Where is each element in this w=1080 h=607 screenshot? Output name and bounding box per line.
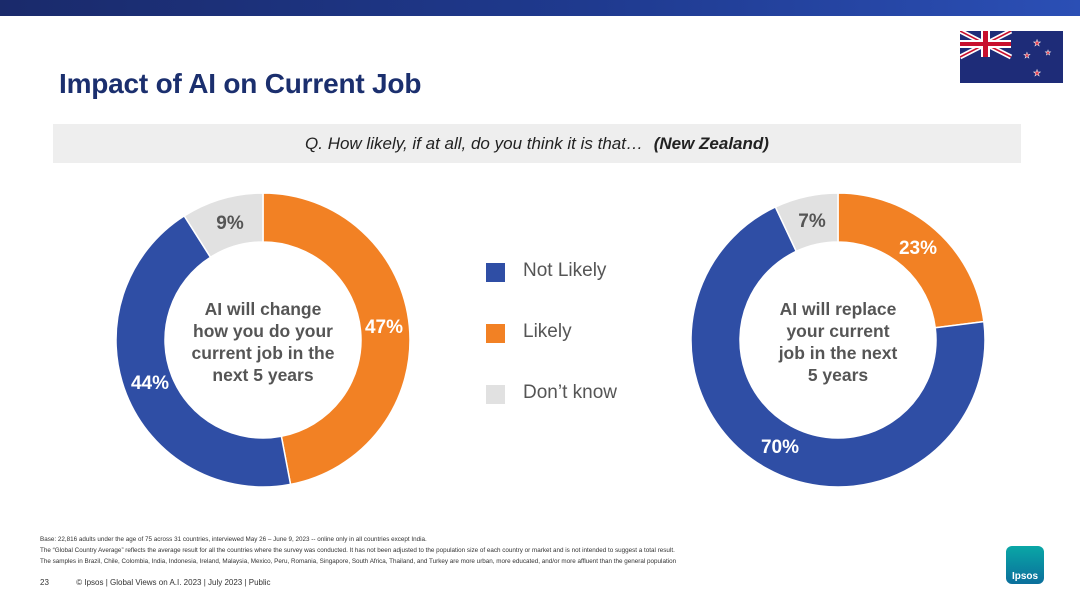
donut-slice-don-t-know [183,192,264,259]
donut-right-center-label: AI will replace your current job in the … [748,298,928,386]
donut-data-label: 44% [131,373,169,394]
donut-data-label: 70% [761,437,799,458]
ipsos-logo: Ipsos [1006,546,1044,584]
question-country: (New Zealand) [653,134,769,153]
page-number: 23 [40,578,49,587]
center-label-line: how you do your [193,321,333,341]
legend-swatch [486,263,505,282]
legend-label: Likely [523,321,572,342]
donut-data-label: 7% [798,211,826,232]
footnote-base: Base: 22,816 adults under the age of 75 … [40,536,427,543]
center-label-line: AI will replace [779,299,897,319]
question-text: Q. How likely, if at all, do you think i… [305,134,643,153]
center-label-line: AI will change [204,299,322,319]
svg-text:★: ★ [1023,51,1030,60]
legend-label: Don’t know [523,382,617,403]
logo-text: Ipsos [1011,571,1039,582]
svg-text:★: ★ [1033,38,1041,48]
top-banner [0,0,1080,16]
svg-text:★: ★ [1045,49,1051,57]
footer-text: © Ipsos | Global Views on A.I. 2023 | Ju… [76,578,271,587]
donut-data-label: 47% [365,317,403,338]
center-label-line: your current [786,321,890,341]
center-label-line: job in the next [778,343,898,363]
page-footer: 23 © Ipsos | Global Views on A.I. 2023 |… [40,578,271,587]
donut-left-center-label: AI will change how you do your current j… [173,298,353,386]
donut-data-label: 23% [899,238,937,259]
center-label-line: current job in the [191,343,335,363]
center-label-line: next 5 years [212,365,314,385]
question-banner: Q. How likely, if at all, do you think i… [53,124,1021,163]
legend-label: Not Likely [523,260,607,281]
legend-swatch [486,324,505,343]
new-zealand-flag-icon: ★ ★ ★ ★ [960,31,1063,83]
footnote-samples: The samples in Brazil, Chile, Colombia, … [40,558,677,565]
donut-data-label: 9% [216,213,244,234]
svg-text:★: ★ [1033,68,1041,78]
footnote-average: The “Global Country Average” reflects th… [40,547,675,554]
center-label-line: 5 years [807,365,869,385]
legend-swatch [486,385,505,404]
page-title: Impact of AI on Current Job [59,68,422,99]
donut-slice-don-t-know [774,192,839,253]
